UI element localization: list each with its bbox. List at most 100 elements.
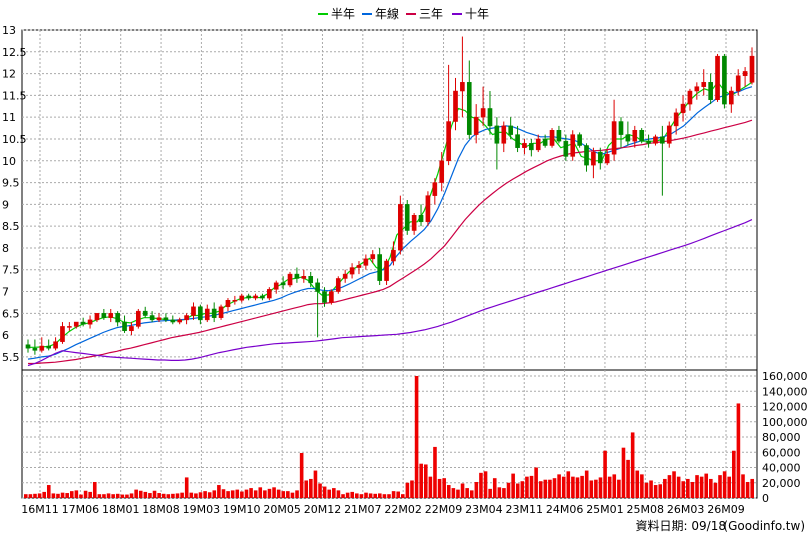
volume-bar-115 [548, 479, 552, 498]
volume-bar-3 [33, 493, 37, 498]
volume-bar-114 [543, 479, 548, 498]
candle-10 [87, 315, 93, 329]
volume-bar-52 [258, 487, 263, 498]
price-tick-label-4: 7 [2, 286, 9, 299]
candle-body [494, 125, 500, 144]
legend-label-2: 年線 [375, 6, 399, 21]
candle-body [108, 313, 114, 318]
volume-bar-38 [194, 493, 198, 498]
candle-98 [694, 82, 700, 100]
candle-body [660, 136, 665, 144]
volume-bar-76 [368, 493, 373, 498]
date-tick-label-1: 16M11 [21, 503, 59, 516]
volume-bar-31 [161, 493, 166, 498]
volume-bar-35 [180, 492, 184, 498]
ma-line-2 [27, 86, 753, 360]
volume-bar-59 [290, 492, 295, 498]
candle-58 [418, 204, 424, 227]
candle-26 [198, 304, 203, 325]
legend-label-3: 三年 [419, 7, 443, 21]
price-tick-label-1: 5.5 [2, 351, 20, 364]
candle-34 [253, 293, 258, 301]
volume-bar-54 [267, 488, 272, 498]
candle-body [363, 258, 369, 266]
volume-bar-12 [74, 490, 79, 498]
price-tick-label-14: 12 [2, 68, 16, 81]
candle-body [60, 326, 65, 342]
volume-bar-109 [520, 481, 525, 498]
volume-bar-89 [428, 476, 433, 498]
volume-bar-150 [709, 478, 713, 498]
volume-bar-97 [465, 488, 469, 498]
candle-body [439, 160, 445, 183]
candle-20 [156, 313, 162, 323]
candle-52 [377, 247, 382, 285]
candle-body [625, 134, 631, 142]
candle-49 [356, 261, 362, 275]
candle-body [301, 276, 307, 279]
volume-bar-98 [469, 490, 474, 498]
candle-body [673, 112, 679, 127]
candle-65 [466, 60, 472, 139]
volume-bar-57 [281, 491, 286, 498]
date-tick-label-14: 24M06 [546, 503, 584, 516]
candle-53 [384, 258, 389, 285]
volume-bar-157 [741, 474, 745, 498]
candle-37 [273, 280, 279, 294]
candle-body [342, 273, 348, 279]
candle-body [522, 143, 527, 148]
candle-body [115, 313, 120, 323]
candle-102 [722, 53, 727, 109]
candle-body [122, 321, 127, 332]
candle-body [742, 71, 748, 77]
candle-75 [535, 134, 541, 153]
volume-bar-149 [704, 473, 709, 498]
volume-bar-39 [198, 492, 203, 498]
candle-body [225, 300, 231, 308]
candle-103 [728, 86, 734, 113]
candle-body [577, 134, 582, 146]
candle-31 [232, 295, 238, 305]
price-tick-label-5: 7.5 [2, 264, 20, 277]
candle-55 [398, 195, 403, 255]
candle-56 [404, 200, 410, 235]
candle-91 [646, 134, 651, 148]
volume-bar-86 [414, 376, 419, 498]
volume-bar-155 [732, 450, 736, 498]
volume-bar-55 [272, 487, 276, 498]
volume-bar-16 [92, 481, 97, 498]
candle-body [680, 103, 686, 114]
volume-bar-90 [433, 446, 437, 498]
candle-body [529, 143, 534, 151]
data-date-label: 資料日期: 09/18 [636, 519, 726, 533]
volume-bar-129 [612, 474, 617, 498]
candle-body [425, 195, 431, 223]
volume-bar-128 [607, 476, 612, 498]
candle-body [749, 55, 755, 83]
candle-body [480, 108, 486, 118]
candle-105 [742, 67, 748, 87]
candle-body [370, 254, 376, 260]
candle-body [349, 267, 355, 275]
volume-bar-110 [525, 476, 529, 498]
candle-body [273, 282, 279, 290]
volume-bar-107 [511, 473, 515, 498]
date-tick-label-10: 22M02 [384, 503, 422, 516]
candle-48 [349, 263, 355, 279]
candle-6 [60, 322, 65, 344]
ma-line-3 [28, 119, 753, 365]
date-tick-label-3: 18M01 [102, 503, 140, 516]
volume-bar-92 [442, 478, 446, 498]
candle-95 [673, 108, 679, 135]
volume-bar-6 [46, 485, 51, 498]
candle-67 [480, 86, 486, 126]
candle-body [604, 153, 610, 164]
volume-bar-120 [571, 476, 575, 498]
volume-bar-61 [299, 453, 304, 498]
volume-bar-103 [492, 478, 497, 498]
price-tick-label-6: 8 [2, 242, 9, 255]
date-tick-label-7: 20M05 [263, 503, 301, 516]
candle-33 [246, 293, 251, 301]
candle-13 [108, 308, 114, 323]
candle-body [708, 82, 713, 100]
